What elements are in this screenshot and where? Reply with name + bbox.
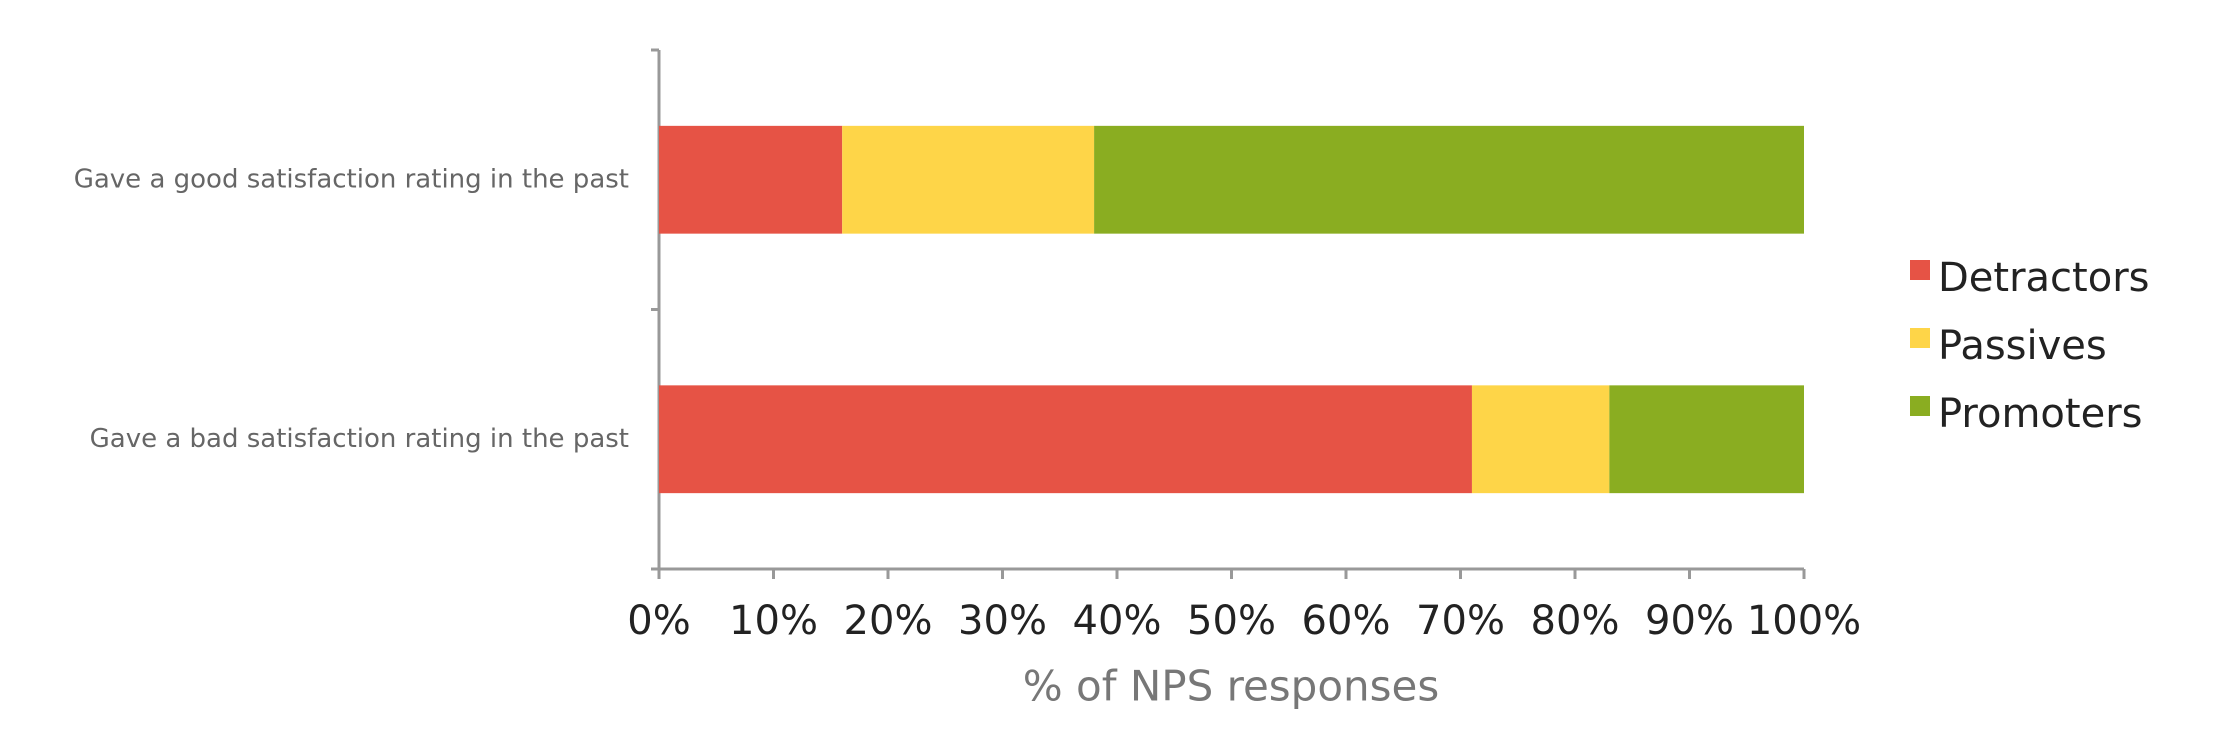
category-label: Gave a bad satisfaction rating in the pa… <box>90 424 629 454</box>
x-tick-label: 20% <box>844 598 933 644</box>
bar-segment <box>1609 385 1804 494</box>
legend-swatch <box>1910 328 1930 348</box>
legend-label: Promoters <box>1938 391 2142 437</box>
legend-swatch <box>1910 396 1930 416</box>
x-axis-title: % of NPS responses <box>1023 662 1440 711</box>
x-tick-label: 80% <box>1531 598 1620 644</box>
bar-segment <box>1471 385 1610 494</box>
legend-swatch <box>1910 260 1930 280</box>
x-tick-label: 70% <box>1416 598 1505 644</box>
x-tick-label: 90% <box>1645 598 1734 644</box>
x-tick-label: 60% <box>1302 598 1391 644</box>
x-tick-label: 40% <box>1073 598 1162 644</box>
x-tick-label: 10% <box>729 598 818 644</box>
category-label: Gave a good satisfaction rating in the p… <box>74 164 629 194</box>
bar-segment <box>659 125 843 234</box>
legend-label: Detractors <box>1938 255 2149 301</box>
bar-segment <box>1094 125 1804 234</box>
bar-segment <box>659 385 1472 494</box>
x-tick-label: 50% <box>1187 598 1276 644</box>
x-tick-label: 100% <box>1747 598 1861 644</box>
bar-segment <box>842 125 1095 234</box>
x-tick-label: 30% <box>958 598 1047 644</box>
legend-label: Passives <box>1938 323 2107 369</box>
x-tick-label: 0% <box>627 598 690 644</box>
